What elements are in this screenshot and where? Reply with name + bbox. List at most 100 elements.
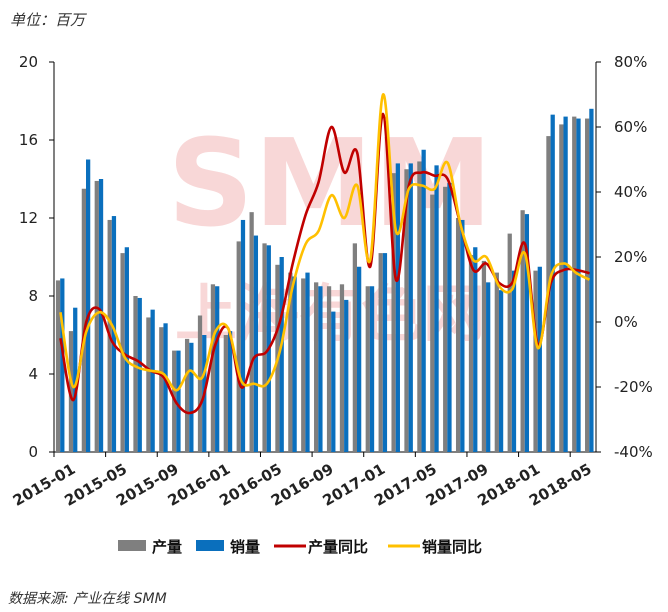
bar-sales [395, 163, 400, 452]
bar-production [585, 118, 590, 453]
bar-production [314, 282, 319, 452]
bar-sales [111, 216, 117, 452]
y-right-tick-label: -20% [614, 378, 653, 396]
bar-sales [124, 247, 129, 452]
bar-production [417, 161, 422, 452]
bar-sales [86, 159, 91, 452]
bar-sales [331, 311, 336, 452]
bar-sales [318, 286, 323, 452]
bar-production [249, 212, 254, 452]
y-right-tick-label: -40% [614, 443, 653, 461]
bar-sales [382, 253, 388, 452]
bar-production [352, 243, 358, 452]
legend-entry-label: 产量 [152, 538, 182, 556]
source-note: 数据来源: 产业在线 SMM [8, 591, 167, 607]
bar-sales [215, 286, 220, 452]
bar-sales [447, 182, 452, 452]
y-left-tick-label: 8 [28, 287, 38, 305]
bar-sales [176, 350, 181, 452]
bar-sales [60, 278, 65, 452]
bar-sales [240, 219, 246, 452]
bar-sales [98, 179, 104, 452]
bar-sales [189, 342, 194, 452]
bar-sales [421, 149, 426, 452]
bar-production [184, 338, 190, 452]
bar-production [507, 233, 512, 452]
y-left-tick-label: 12 [19, 209, 38, 227]
unit-label: 单位：百万 [10, 11, 87, 29]
bar-production [94, 180, 99, 452]
legend-entry-label: 产量同比 [308, 538, 368, 556]
bar-sales [537, 266, 542, 452]
bar-sales [589, 108, 594, 453]
legend-entry-label: 销量 [230, 538, 260, 556]
bar-sales [408, 163, 413, 452]
bar-sales [369, 286, 375, 452]
y-right-tick-label: 60% [614, 118, 647, 136]
bar-sales [563, 116, 568, 452]
bar-sales [279, 257, 284, 452]
bar-sales [227, 331, 233, 452]
bar-sales [357, 266, 362, 452]
bar-sales [344, 299, 349, 452]
bar-production [288, 272, 293, 452]
bar-production [68, 331, 74, 452]
bar-production [301, 278, 306, 452]
y-left-tick-label: 4 [28, 365, 38, 383]
bar-sales [486, 282, 491, 452]
bar-sales [550, 114, 555, 453]
y-left-tick-label: 20 [19, 53, 38, 71]
bar-production [236, 241, 241, 452]
bar-sales [292, 276, 297, 452]
y-right-tick-label: 20% [614, 248, 647, 266]
bar-sales [576, 118, 581, 453]
bar-production [210, 284, 216, 452]
bar-sales [73, 307, 78, 452]
y-left-tick-label: 16 [19, 131, 38, 149]
bar-production [55, 280, 61, 452]
bar-sales [473, 247, 478, 452]
bar-production [339, 284, 345, 452]
bar-production [223, 335, 228, 452]
y-left-tick-label: 0 [28, 443, 38, 461]
bar-production [520, 210, 525, 452]
bar-production [572, 116, 577, 452]
bar-sales [511, 270, 517, 452]
legend-swatch [196, 540, 224, 551]
bar-production [559, 124, 564, 453]
bar-production [262, 243, 267, 452]
legend: 产量 销量 产量同比 销量同比 [118, 538, 482, 556]
bar-sales [524, 214, 530, 452]
bar-production [443, 186, 448, 453]
bar-production [159, 327, 164, 452]
legend-swatch [118, 540, 146, 551]
bar-sales [460, 219, 465, 452]
y-right-tick-label: 0% [614, 313, 638, 331]
bar-sales [163, 323, 168, 452]
bar-sales [137, 297, 142, 452]
bar-production [533, 270, 538, 452]
y-right-tick-label: 80% [614, 53, 647, 71]
bar-sales [498, 290, 504, 452]
y-right-tick-label: 40% [614, 183, 647, 201]
bar-production [494, 272, 499, 452]
bar-production [133, 296, 138, 452]
bar-sales [434, 165, 439, 452]
bar-sales [305, 272, 310, 452]
bar-production [404, 169, 409, 452]
bar-production [326, 286, 332, 452]
bar-production [468, 255, 474, 452]
legend-entry-label: 销量同比 [422, 538, 482, 556]
bar-production [455, 218, 461, 452]
bar-production [378, 253, 383, 452]
bar-production [146, 317, 151, 452]
bar-production [365, 286, 370, 452]
line-sales-yoy [59, 93, 591, 392]
bar-production [481, 260, 487, 452]
bar-production [197, 315, 203, 452]
bar-production [81, 188, 87, 452]
bar-sales [150, 309, 155, 452]
bar-sales [253, 235, 259, 452]
bar-production [391, 173, 396, 452]
